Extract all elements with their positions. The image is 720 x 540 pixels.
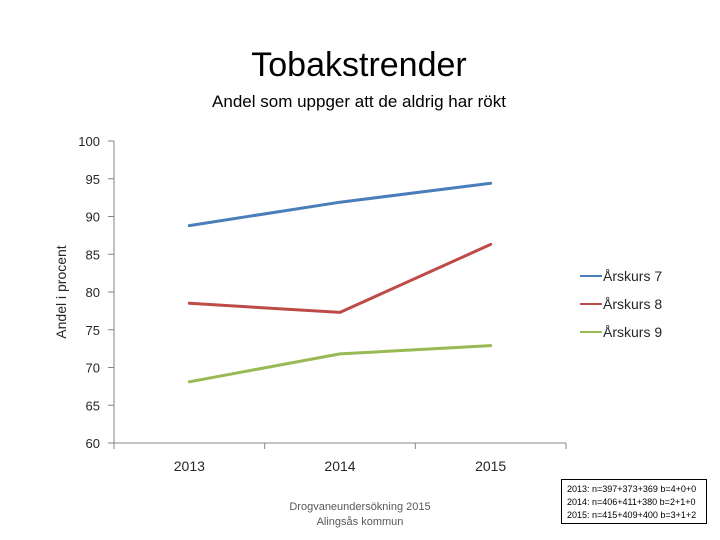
x-tick-label: 2015 (475, 458, 506, 474)
x-tick-label: 2014 (324, 458, 355, 474)
y-tick-label: 90 (86, 210, 100, 225)
legend-label: Årskurs 8 (603, 296, 662, 312)
y-tick-label: 95 (86, 172, 100, 187)
y-tick-label: 75 (86, 323, 100, 338)
chart-title: Tobakstrender (251, 46, 466, 84)
sample-note-2013: 2013: n=397+373+369 b=4+0+0 (567, 484, 697, 494)
y-tick-label: 70 (86, 361, 100, 376)
legend-label: Årskurs 7 (603, 268, 662, 284)
source-line-1: Drogvaneundersökning 2015 (289, 501, 431, 513)
source-line-2: Alingsås kommun (316, 516, 404, 528)
y-tick-label: 60 (86, 436, 100, 451)
series-line (187, 344, 493, 384)
x-tick-label: 2013 (174, 458, 205, 474)
y-tick-label: 65 (86, 398, 100, 413)
axes: 60 65 70 75 80 85 90 95 100 2013 2014 2015 (78, 134, 567, 474)
sample-note-2015: 2015: n=415+409+400 b=3+1+2 (567, 510, 697, 520)
legend-label: Årskurs 9 (603, 324, 662, 340)
y-tick-label: 85 (86, 247, 100, 262)
y-tick-label: 80 (86, 285, 100, 300)
sample-note-2014: 2014: n=406+411+380 b=2+1+0 (567, 497, 696, 507)
source-note: Drogvaneundersökning 2015 Alingsås kommu… (282, 500, 438, 530)
chart-subtitle: Andel som uppger att de aldrig har rökt (212, 92, 506, 111)
series-lines (187, 181, 493, 384)
series-line (187, 242, 493, 314)
sample-size-box: 2013: n=397+373+369 b=4+0+0 2014: n=406+… (561, 479, 707, 524)
y-tick-label: 100 (78, 134, 100, 149)
series-line (187, 181, 493, 228)
legend: Årskurs 7 Årskurs 8 Årskurs 9 (580, 268, 662, 340)
y-axis-label: Andel i procent (53, 245, 69, 339)
